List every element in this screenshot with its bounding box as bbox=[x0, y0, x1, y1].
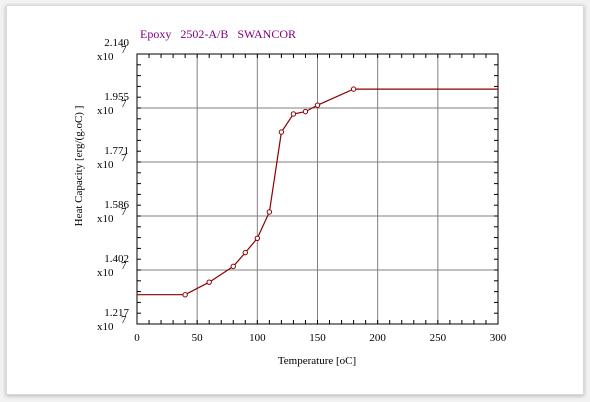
data-point-marker bbox=[230, 263, 236, 270]
y-tick-exponent: 7 bbox=[121, 152, 127, 164]
data-point-marker bbox=[182, 292, 188, 298]
y-tick-exponent: 7 bbox=[121, 98, 127, 110]
y-axis-label: Heat Capacity [erg/(g.oC) ] bbox=[73, 106, 85, 227]
x-tick-label: 250 bbox=[430, 332, 447, 344]
x-tick-label: 150 bbox=[309, 332, 326, 344]
y-tick-exponent: 7 bbox=[121, 206, 127, 218]
data-point-marker bbox=[302, 108, 309, 115]
x-tick-label: 0 bbox=[134, 332, 140, 344]
data-point-marker bbox=[206, 279, 212, 285]
data-point-marker bbox=[314, 102, 321, 108]
y-tick-exponent: 7 bbox=[121, 44, 127, 56]
x-tick-label: 300 bbox=[490, 332, 507, 344]
y-tick-label: 1.402 bbox=[104, 253, 129, 265]
x-tick-labels: 0 50 100 150 200 250 300 bbox=[134, 332, 507, 344]
data-point-marker bbox=[266, 209, 273, 215]
y-tick-exponent: 7 bbox=[121, 314, 127, 326]
y-tick-label: 1.586 bbox=[104, 199, 129, 211]
data-point-marker bbox=[254, 235, 261, 241]
y-tick-multiplier: x10 bbox=[97, 105, 114, 117]
y-tick-label: 1.955 bbox=[104, 91, 129, 103]
y-tick-multiplier: x10 bbox=[97, 267, 114, 279]
x-tick-label: 200 bbox=[369, 332, 386, 344]
y-tick-label: 1.771 bbox=[104, 145, 129, 157]
grid-lines bbox=[137, 54, 498, 324]
data-point-marker bbox=[278, 129, 285, 135]
data-point-marker bbox=[242, 249, 249, 256]
y-tick-multiplier: x10 bbox=[97, 213, 114, 225]
y-tick-exponent: 7 bbox=[121, 260, 127, 272]
series-layer bbox=[137, 86, 498, 298]
x-tick-label: 50 bbox=[192, 332, 204, 344]
y-tick-labels: 1.217x1071.402x1071.586x1071.771x1071.95… bbox=[97, 37, 130, 333]
y-tick-multiplier: x10 bbox=[97, 51, 114, 63]
y-tick-multiplier: x10 bbox=[97, 159, 114, 171]
chart-title: Epoxy 2502-A/B SWANCOR bbox=[140, 27, 296, 41]
y-tick-label: 1.217 bbox=[104, 307, 129, 319]
minor-ticks bbox=[137, 54, 498, 324]
y-tick-multiplier: x10 bbox=[97, 321, 114, 333]
y-tick-label: 2.140 bbox=[104, 37, 129, 49]
data-point-marker bbox=[290, 111, 297, 117]
chart-frame bbox=[6, 5, 584, 395]
x-tick-label: 100 bbox=[249, 332, 266, 344]
x-axis-label: Temperature [oC] bbox=[278, 355, 356, 367]
data-point-marker bbox=[350, 86, 357, 92]
